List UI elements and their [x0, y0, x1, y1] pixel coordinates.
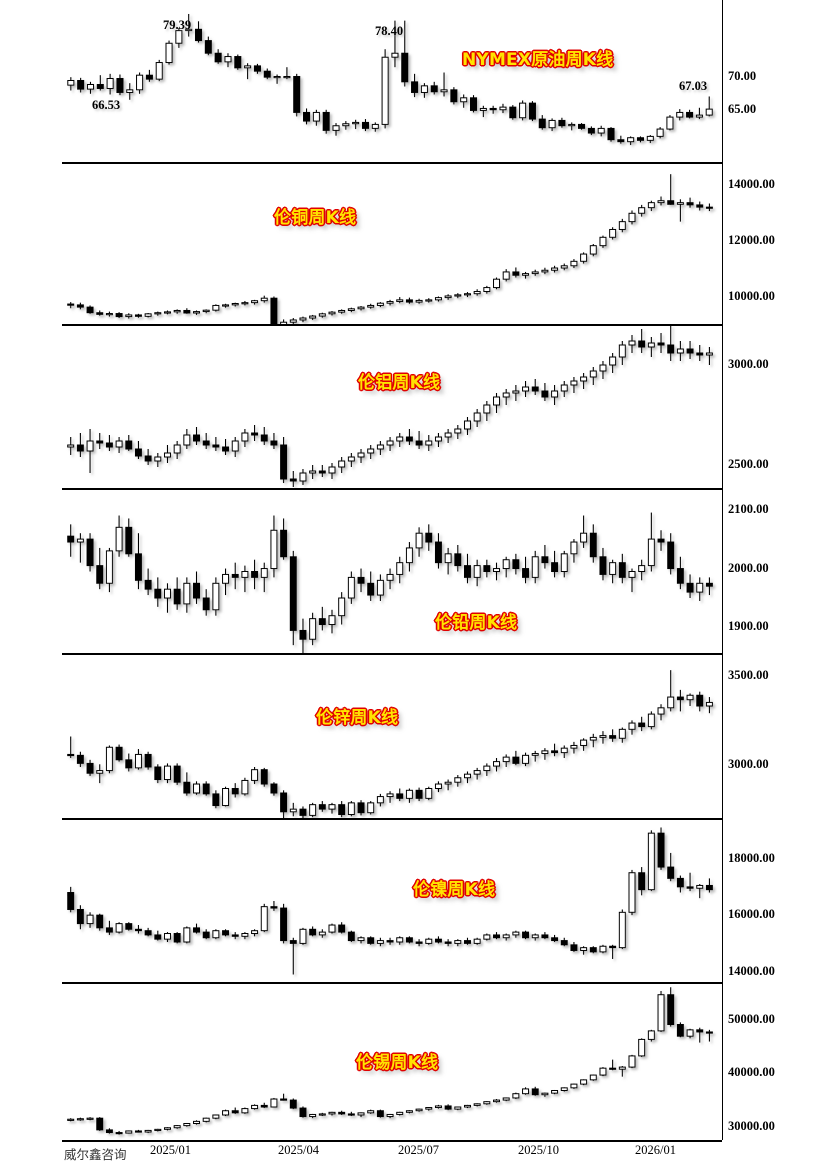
panel-separator — [62, 982, 722, 984]
plot-area-lme-copper — [62, 163, 722, 325]
y-axis-tick-label: 3000.00 — [728, 357, 769, 371]
y-axis-tick-label: 50000.00 — [728, 1012, 775, 1027]
x-axis: 2025/01 2025/04 2025/07 2025/10 2026/01 — [0, 1140, 823, 1169]
y-axis-tick-label: 40000.00 — [728, 1065, 775, 1080]
plot-right-border — [722, 163, 723, 325]
plot-area-lme-nickel — [62, 819, 722, 983]
plot-area-lme-zinc — [62, 654, 722, 819]
chart-panel-nymex-crude: 70.00 65.00 — [0, 0, 823, 163]
y-axis-tick-label: 12000.00 — [728, 233, 775, 248]
y-axis-tick-label: 18000.00 — [728, 850, 775, 865]
y-axis-lme-lead: 2100.00 2000.00 1900.00 — [728, 489, 823, 654]
plot-right-border — [722, 983, 723, 1140]
chart-panel-lme-tin: 50000.00 40000.00 30000.00 — [0, 983, 823, 1140]
y-axis-lme-nickel: 18000.00 16000.00 14000.00 — [728, 819, 823, 983]
x-axis-tick-label: 2026/01 — [635, 1143, 676, 1157]
panel-separator — [62, 324, 722, 326]
y-axis-tick-label: 65.00 — [728, 101, 757, 116]
price-annotation: 66.53 — [92, 98, 121, 112]
y-axis-lme-tin: 50000.00 40000.00 30000.00 — [728, 983, 823, 1140]
panel-title-latin: NYMEX — [462, 50, 532, 70]
chart-panel-lme-aluminium: 3000.00 2500.00 — [0, 325, 823, 489]
chart-panel-lme-nickel: 18000.00 16000.00 14000.00 — [0, 819, 823, 983]
plot-area-nymex-crude — [62, 0, 722, 163]
x-axis-tick-label: 2025/10 — [518, 1143, 559, 1157]
y-axis-lme-zinc: 3500.00 3000.00 — [728, 654, 823, 819]
panel-title-cjk: 原油周K线 — [531, 50, 614, 70]
plot-right-border — [722, 325, 723, 489]
plot-area-lme-lead — [62, 489, 722, 654]
y-axis-tick-label: 2100.00 — [728, 501, 769, 516]
candlestick-series-nymex-crude — [67, 13, 713, 146]
price-annotation: 79.39 — [163, 18, 192, 32]
panel-separator — [62, 162, 722, 164]
y-axis-tick-label: 14000.00 — [728, 177, 775, 192]
plot-right-border — [722, 819, 723, 983]
y-axis-nymex-crude: 70.00 65.00 — [728, 0, 823, 163]
y-axis-tick-label: 14000.00 — [728, 963, 775, 978]
panel-title-lme-zinc: 伦锌周K线 — [316, 708, 399, 728]
x-axis-tick-label: 2025/07 — [398, 1143, 439, 1157]
panel-separator — [62, 488, 722, 490]
candlestick-series-lme-aluminium — [67, 325, 713, 487]
panel-separator — [62, 653, 722, 655]
y-axis-tick-label: 2500.00 — [728, 457, 769, 471]
plot-area-lme-aluminium — [62, 325, 722, 489]
panel-title-lme-aluminium: 伦铝周K线 — [358, 373, 441, 393]
y-axis-tick-label: 3500.00 — [728, 667, 769, 682]
y-axis-tick-label: 1900.00 — [728, 619, 769, 634]
panel-title-lme-copper: 伦铜周K线 — [274, 208, 357, 228]
x-axis-tick-label: 2025/04 — [278, 1143, 319, 1157]
panel-title-lme-tin: 伦锡周K线 — [356, 1053, 439, 1073]
plot-right-border — [722, 0, 723, 163]
panel-title-lme-lead: 伦铅周K线 — [435, 613, 518, 633]
candlestick-series-lme-nickel — [67, 827, 713, 975]
panel-title-nymex-crude: NYMEX原油周K线 — [462, 45, 613, 70]
y-axis-tick-label: 30000.00 — [728, 1118, 775, 1133]
plot-right-border — [722, 489, 723, 654]
chart-panel-lme-lead: 2100.00 2000.00 1900.00 — [0, 489, 823, 654]
y-axis-lme-aluminium: 3000.00 2500.00 — [728, 325, 823, 489]
y-axis-tick-label: 3000.00 — [728, 757, 769, 772]
watermark: 威尔鑫咨询 — [64, 1147, 127, 1162]
price-annotation: 67.03 — [679, 79, 708, 93]
chart-panel-lme-zinc: 3500.00 3000.00 — [0, 654, 823, 819]
chart-panel-lme-copper: 14000.00 12000.00 10000.00 — [0, 163, 823, 325]
candlestick-series-lme-zinc — [67, 670, 713, 819]
y-axis-tick-label: 70.00 — [728, 68, 757, 83]
plot-area-lme-tin — [62, 983, 722, 1140]
candlestick-series-lme-lead — [67, 512, 713, 654]
price-annotation: 78.40 — [375, 24, 404, 38]
candlestick-series-lme-tin — [67, 987, 713, 1135]
y-axis-tick-label: 2000.00 — [728, 560, 769, 575]
y-axis-lme-copper: 14000.00 12000.00 10000.00 — [728, 163, 823, 325]
candlestick-series-lme-copper — [67, 174, 713, 325]
y-axis-tick-label: 16000.00 — [728, 907, 775, 922]
plot-right-border — [722, 654, 723, 819]
x-axis-tick-label: 2025/01 — [150, 1143, 191, 1157]
panel-title-lme-nickel: 伦镍周K线 — [413, 880, 496, 900]
y-axis-tick-label: 10000.00 — [728, 289, 775, 304]
x-axis-line — [62, 1140, 722, 1142]
panel-separator — [62, 818, 722, 820]
